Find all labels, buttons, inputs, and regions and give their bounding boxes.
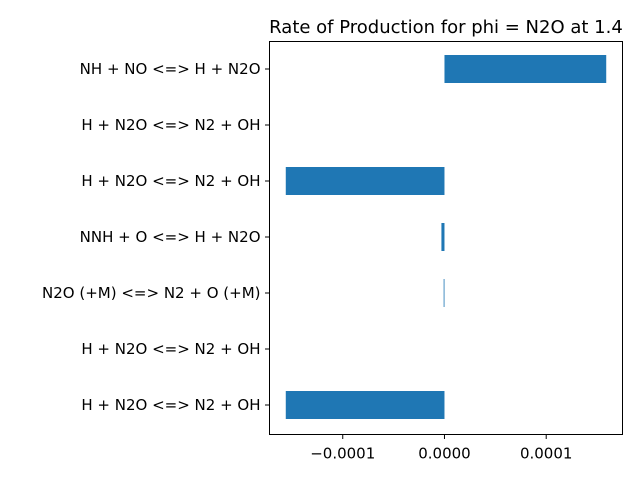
plot-frame	[269, 41, 623, 435]
y-tick-label-0: NH + NO <=> H + N2O	[80, 60, 261, 78]
bar-2	[285, 167, 445, 195]
x-tick-label-1: 0.0000	[418, 445, 471, 463]
x-tick-label-2: 0.0001	[520, 445, 573, 463]
y-tick-label-4: N2O (+M) <=> N2 + O (+M)	[42, 284, 260, 302]
ticks-layer: NH + NO <=> H + N2O H + N2O <=> N2 + OH H …	[42, 60, 572, 463]
y-tick-label-6: H + N2O <=> N2 + OH	[81, 396, 260, 414]
bar-4	[443, 279, 445, 307]
y-tick-label-1: H + N2O <=> N2 + OH	[81, 116, 260, 134]
chart-title: Rate of Production for phi = N2O at 1.4	[269, 17, 623, 38]
y-tick-label-5: H + N2O <=> N2 + OH	[81, 340, 260, 358]
y-tick-label-2: H + N2O <=> N2 + OH	[81, 172, 260, 190]
bar-0	[444, 55, 607, 83]
bar-3	[441, 223, 445, 251]
bar-6	[285, 391, 445, 419]
x-tick-label-0: −0.0001	[310, 445, 375, 463]
bars-layer	[285, 55, 607, 419]
y-tick-label-3: NNH + O <=> H + N2O	[80, 228, 261, 246]
